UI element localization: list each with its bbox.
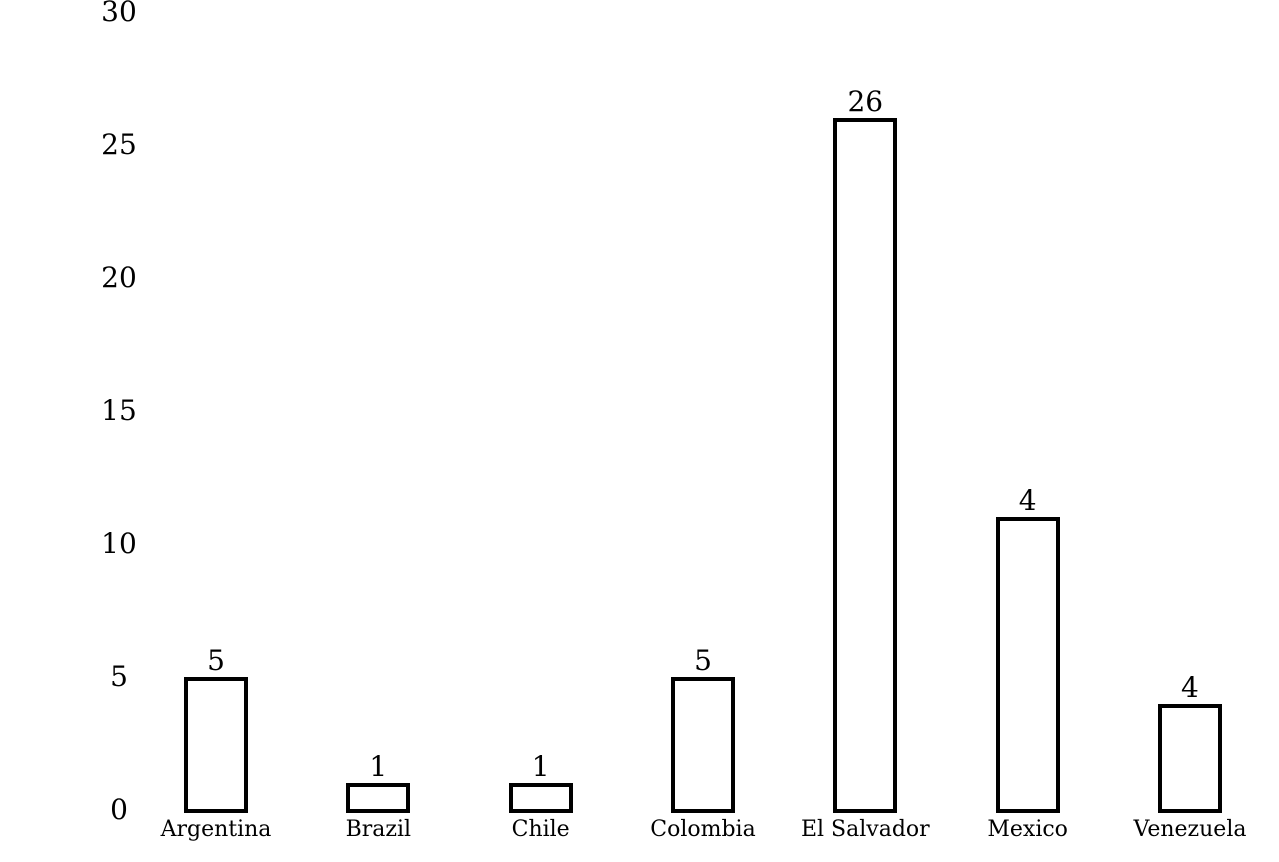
y-axis-tick-label: 15 bbox=[101, 394, 137, 427]
y-axis-tick-label: 25 bbox=[101, 128, 137, 161]
bar-value-label: 26 bbox=[847, 85, 884, 118]
x-axis-category-label: El Salvador bbox=[800, 817, 930, 842]
x-axis-category-label: Brazil bbox=[345, 817, 412, 842]
bar bbox=[346, 783, 410, 813]
bar-value-label: 1 bbox=[369, 750, 388, 783]
bar-value-label: 4 bbox=[1181, 671, 1199, 704]
bar-value-label: 4 bbox=[1018, 484, 1037, 517]
x-axis-category-label: Colombia bbox=[650, 817, 756, 842]
bar bbox=[184, 677, 248, 813]
bar-value-label: 1 bbox=[531, 750, 550, 783]
y-axis-tick-label: 5 bbox=[110, 660, 128, 693]
y-axis-tick-label: 30 bbox=[101, 0, 137, 28]
y-axis-tick-label: 0 bbox=[110, 793, 128, 826]
x-axis-category-label: Chile bbox=[511, 817, 570, 842]
y-axis-tick-label: 20 bbox=[101, 261, 137, 294]
x-axis-category-label: Mexico bbox=[987, 817, 1068, 842]
y-axis-tick-label: 10 bbox=[101, 527, 137, 560]
bar bbox=[509, 783, 573, 813]
bar-value-label: 5 bbox=[694, 644, 712, 677]
bar bbox=[1158, 704, 1222, 813]
bar bbox=[996, 517, 1060, 813]
bar-value-label: 5 bbox=[207, 644, 225, 677]
bar bbox=[833, 118, 897, 813]
bar bbox=[671, 677, 735, 813]
x-axis-category-label: Venezuela bbox=[1133, 817, 1247, 842]
x-axis-category-label: Argentina bbox=[160, 817, 272, 842]
